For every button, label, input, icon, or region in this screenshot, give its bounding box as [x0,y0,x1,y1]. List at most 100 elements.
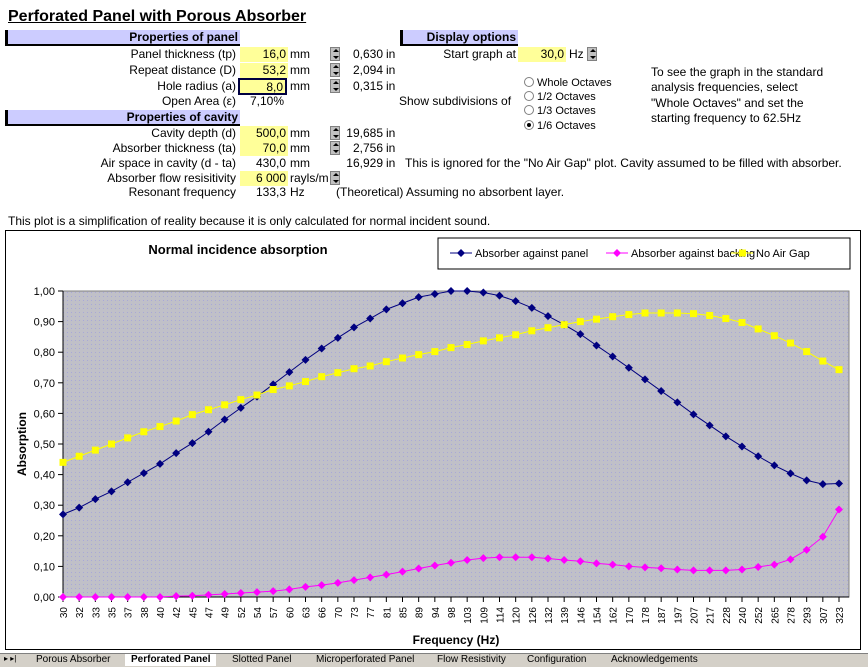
radio-half-octaves[interactable]: 1/2 Octaves [524,90,596,104]
tab-acknowledgements[interactable]: Acknowledgements [611,654,698,665]
absorber-thickness-spinner[interactable] [330,141,340,155]
data-point [123,478,132,487]
x-tick-label: 30 [59,607,70,619]
data-point [463,341,471,349]
data-point [156,593,164,601]
data-point [641,563,649,572]
unit: Hz [569,47,584,61]
flow-resistivity-cell[interactable]: 6 000 [240,171,288,186]
air-space-value: 430,0 [255,156,286,170]
panel-thickness-cell[interactable]: 16,0 [240,47,288,62]
hint-text: To see the graph in the standard analysi… [651,65,823,126]
x-tick-label: 178 [641,607,652,624]
x-tick-label: 197 [673,607,684,624]
data-point [399,354,406,362]
data-point [738,565,746,574]
data-point [414,293,423,302]
data-point [350,365,358,373]
data-point [512,331,520,339]
y-tick-label: 0,90 [34,317,55,329]
data-point [59,593,67,601]
flow-resistivity-spinner[interactable] [330,171,340,185]
data-point [414,564,423,573]
start-graph-spinner[interactable] [587,47,597,61]
data-point [172,417,180,425]
x-tick-label: 162 [609,607,620,624]
x-tick-label: 240 [738,607,749,624]
open-area-value: 7,10% [250,94,285,108]
resonant-frequency-value: 133,3 [255,185,286,199]
hole-radius-cell[interactable]: 8,0 [238,78,287,95]
data-point [237,396,245,404]
unit: in [386,63,396,77]
data-point [220,589,229,598]
cavity-depth-cell[interactable]: 500,0 [240,126,288,141]
repeat-distance-spinner[interactable] [330,63,340,77]
radio-label: Whole Octaves [537,77,612,89]
x-tick-label: 33 [91,607,102,619]
tab-porous-absorber[interactable]: Porous Absorber [36,654,111,665]
x-tick-label: 40 [156,607,167,619]
x-tick-label: 139 [560,607,571,624]
x-tick-label: 85 [399,607,410,619]
tab-slotted-panel[interactable]: Slotted Panel [232,654,292,665]
data-point [576,557,585,566]
data-point [479,554,488,563]
data-point [705,421,714,430]
data-point [75,452,83,460]
panel-thickness-spinner[interactable] [330,47,340,61]
data-point [818,480,827,489]
radio-third-octaves[interactable]: 1/3 Octaves [524,104,596,118]
data-point [205,406,212,414]
unit: Hz [290,185,305,199]
legend-box [437,237,851,270]
hint-line: To see the graph in the standard [651,65,824,79]
data-point [528,327,536,335]
data-point [754,452,763,461]
data-point [657,309,665,317]
repeat-distance-cell[interactable]: 53,2 [240,63,288,78]
absorber-thickness-cell[interactable]: 70,0 [240,141,288,156]
x-tick-label: 323 [835,607,846,624]
radio-whole-octaves[interactable]: Whole Octaves [524,76,612,90]
cavity-depth-label: Cavity depth (d) [151,126,236,140]
radio-icon [524,91,534,101]
data-point [301,582,310,591]
tab-perforated-panel[interactable]: Perforated Panel [125,654,217,666]
tab-scroll-icon[interactable]: ▸ ▸| [4,654,17,663]
x-tick-label: 98 [447,607,458,619]
data-point [754,563,763,572]
chart[interactable]: 0,00 0,10 0,20 0,30 0,40 0,50 0,60 0,70 0,80 0,90… [5,230,861,650]
tab-microperforated-panel[interactable]: Microperforated Panel [316,654,415,665]
data-point [350,323,358,332]
data-point [317,344,326,353]
data-point [91,495,100,504]
y-tick-label: 1,00 [34,286,55,298]
data-point [608,352,617,361]
x-tick-label: 49 [221,607,232,619]
unit: rayls/m [290,171,329,185]
tab-flow-resistivity[interactable]: Flow Resistivity [437,654,506,665]
air-space-note: This is ignored for the "No Air Gap" plo… [405,156,842,170]
cavity-depth-spinner[interactable] [330,126,340,140]
hole-radius-spinner[interactable] [330,79,340,93]
data-point [496,334,503,342]
data-point [188,591,197,600]
legend-marker [457,249,465,257]
data-point [302,378,309,386]
radio-sixth-octaves[interactable]: 1/6 Octaves [524,119,596,133]
data-point [91,446,99,454]
data-point [415,351,423,359]
data-point [204,427,213,436]
x-tick-label: 103 [463,607,474,624]
data-point [140,428,148,436]
data-point [301,355,310,364]
x-tick-label: 132 [544,607,555,624]
y-tick-label: 0,00 [34,592,55,604]
x-axis-title: Frequency (Hz) [413,633,500,647]
tab-configuration[interactable]: Configuration [527,654,587,665]
data-point [495,291,504,300]
legend-label: Absorber against panel [475,248,588,260]
x-tick-label: 293 [803,607,814,624]
start-graph-cell[interactable]: 30,0 [518,47,566,62]
